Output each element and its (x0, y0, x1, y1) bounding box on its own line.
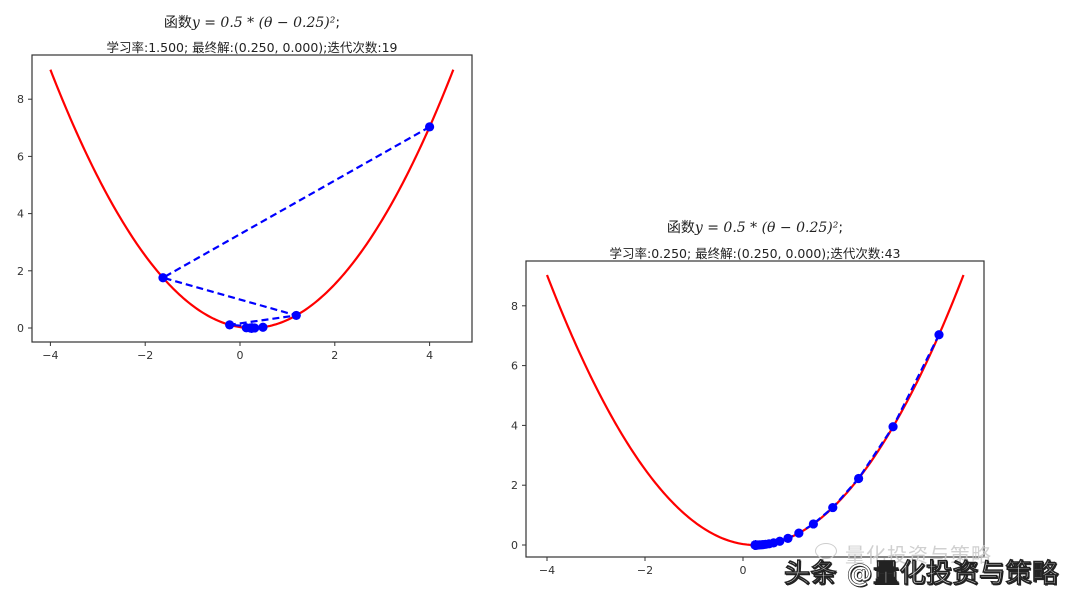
function-curve (49, 69, 455, 330)
descent-point (225, 320, 235, 330)
y-tick-label: 8 (511, 300, 518, 313)
descent-point (794, 528, 804, 538)
title-formula: y = 0.5 * (θ − 0.25)² (191, 15, 336, 31)
x-tick-label: 0 (237, 349, 244, 362)
descent-path (755, 334, 940, 547)
y-tick-label: 8 (17, 93, 24, 106)
function-curve (545, 274, 965, 547)
right-plot-title-line1: 函数y = 0.5 * (θ − 0.25)²; (526, 217, 984, 237)
x-tick-label: −2 (637, 564, 653, 577)
right-plot-title-line2: 学习率:0.250; 最终解:(0.250, 0.000);迭代次数:43 (609, 246, 901, 261)
title-prefix: 函数 (163, 15, 192, 31)
descent-point (750, 540, 760, 550)
descent-point (934, 330, 944, 340)
y-tick-label: 2 (17, 265, 24, 278)
y-tick-label: 6 (17, 150, 24, 163)
axes-frame (31, 54, 473, 343)
title-suffix: ; (838, 220, 844, 236)
watermark-main: 头条 @量化投资与策略 (784, 559, 1059, 590)
descent-point (828, 502, 838, 513)
y-tick-label: 6 (511, 360, 518, 373)
y-tick-label: 2 (511, 479, 518, 492)
descent-point (258, 322, 268, 332)
x-tick-label: −4 (42, 349, 58, 362)
y-tick-label: 0 (17, 322, 24, 335)
wechat-icon (815, 543, 837, 559)
title-prefix: 函数 (666, 220, 695, 236)
x-tick-label: −2 (137, 349, 153, 362)
x-tick-label: 0 (740, 564, 747, 577)
title-suffix: ; (335, 15, 341, 31)
y-tick-label: 4 (511, 419, 518, 432)
left-plot-title-line2: 学习率:1.500; 最终解:(0.250, 0.000);迭代次数:19 (106, 40, 398, 55)
x-tick-label: 4 (426, 349, 433, 362)
watermark-faint: 量化投资与策略 (845, 543, 992, 567)
descent-point (808, 519, 818, 529)
y-tick-label: 4 (17, 208, 24, 221)
x-tick-label: −4 (539, 564, 555, 577)
title-formula: y = 0.5 * (θ − 0.25)² (694, 220, 839, 236)
y-tick-label: 0 (511, 539, 518, 552)
x-tick-label: 2 (331, 349, 338, 362)
descent-point (425, 122, 435, 132)
left-plot-title-line1: 函数y = 0.5 * (θ − 0.25)²; (32, 12, 472, 32)
left-plot: −4 −2 0 2 4 0 2 4 6 8 (17, 54, 473, 362)
descent-point (783, 533, 793, 543)
descent-point (158, 273, 168, 283)
descent-point (888, 422, 898, 432)
descent-point (247, 323, 257, 333)
axes-frame (525, 260, 985, 558)
descent-point (291, 310, 301, 321)
descent-path (160, 125, 431, 330)
right-plot: −4 −2 0 0 2 4 6 8 (511, 260, 985, 577)
descent-point (854, 473, 864, 484)
